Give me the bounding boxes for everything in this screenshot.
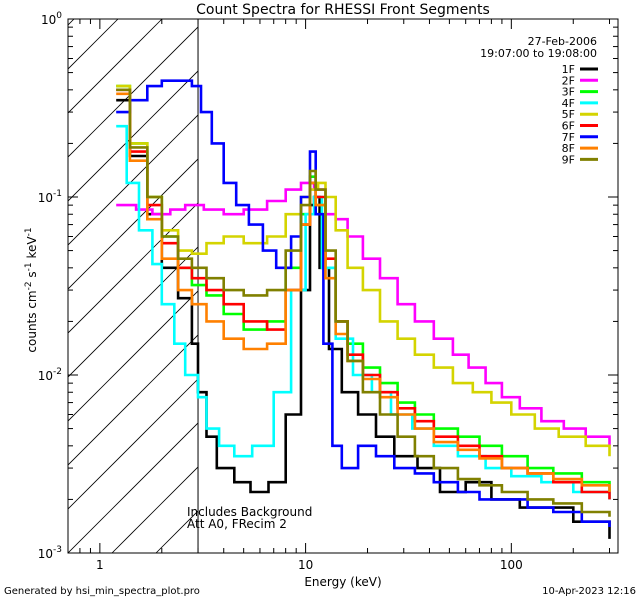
hatch-line (68, 158, 199, 290)
y-tick-label: 10-1 (38, 189, 62, 205)
y-tick-label: 10-3 (38, 545, 62, 561)
chart-title: Count Spectra for RHESSI Front Segments (196, 2, 490, 18)
legend-label-7F: 7F (562, 131, 575, 144)
y-tick-label: 10-2 (38, 367, 62, 383)
x-tick-label: 100 (500, 558, 523, 572)
hatch-line (332, 19, 640, 553)
series-line-7F (116, 79, 611, 527)
annotation-attenuator: Att A0, FRecim 2 (187, 517, 287, 531)
hatch-line (68, 246, 199, 378)
legend-label-1F: 1F (562, 63, 575, 76)
series-layer (116, 79, 611, 539)
legend-label-3F: 3F (562, 86, 575, 99)
legend-label-6F: 6F (562, 120, 575, 133)
series-line-5F (116, 84, 611, 457)
series-line-6F (116, 88, 611, 500)
y-axis-label: counts cm-2 s-1 keV-1 (24, 227, 39, 352)
hatch-line (68, 19, 75, 26)
hatch-line (288, 19, 640, 553)
series-line-1F (116, 98, 611, 539)
axes: 1 10 100 100 10-1 10-2 10-3 (38, 11, 618, 572)
series-line-8F (116, 92, 611, 492)
date-label: 27-Feb-2006 (528, 35, 597, 48)
legend-label-5F: 5F (562, 108, 575, 121)
generator-footer: Generated by hsi_min_spectra_plot.pro (4, 586, 200, 597)
legend-label-2F: 2F (562, 74, 575, 87)
timestamp-footer: 10-Apr-2023 12:16 (542, 586, 636, 597)
x-axis-label: Energy (keV) (304, 575, 381, 589)
legend-label-4F: 4F (562, 97, 575, 110)
annotation-background: Includes Background (187, 505, 312, 519)
x-tick-label: 1 (96, 558, 104, 572)
series-line-4F (116, 124, 611, 500)
y-tick-label: 100 (41, 11, 62, 27)
plot-frame (67, 18, 619, 554)
legend-label-9F: 9F (562, 153, 575, 166)
hatch-line (68, 19, 119, 70)
series-line-2F (116, 181, 611, 446)
time-range-label: 19:07:00 to 19:08:00 (480, 47, 597, 60)
hatch-line (68, 202, 199, 334)
series-line-9F (116, 88, 611, 517)
x-tick-label: 10 (298, 558, 313, 572)
hatch-line (68, 70, 199, 202)
hatch-line (68, 334, 199, 466)
legend-label-8F: 8F (562, 142, 575, 155)
hatch-line (68, 422, 199, 553)
hatch-line (68, 26, 199, 158)
hatch-line (68, 19, 163, 114)
hatch-line (68, 378, 199, 510)
